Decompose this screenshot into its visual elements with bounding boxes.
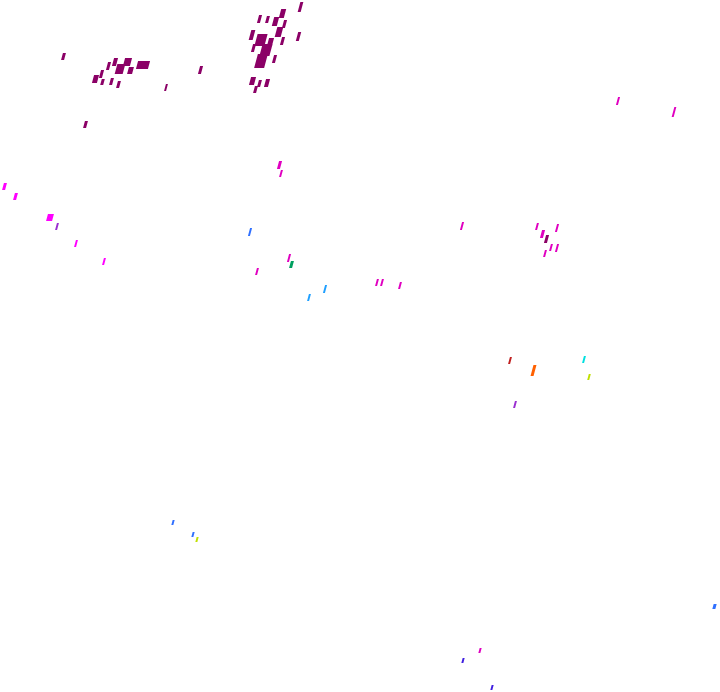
mark-cyan: [582, 356, 586, 363]
mark-magenta: [554, 244, 560, 252]
mark-dark-magenta: [543, 235, 550, 243]
mark-dark-magenta: [114, 64, 126, 74]
mark-dark-magenta: [248, 30, 256, 40]
mark-bright-magenta: [13, 193, 18, 200]
mark-blue: [191, 532, 195, 537]
mark-magenta: [286, 254, 292, 262]
mark-magenta: [615, 97, 621, 105]
mark-dark-magenta: [254, 54, 268, 68]
mark-sky-blue: [322, 285, 328, 293]
mark-indigo: [490, 685, 494, 690]
mark-dark-magenta: [98, 70, 105, 78]
mark-dark-magenta: [278, 9, 287, 18]
mark-magenta: [459, 222, 465, 230]
mark-red: [508, 357, 512, 364]
mark-bright-magenta: [102, 258, 106, 265]
mark-magenta: [539, 230, 546, 238]
mark-dark-magenta: [116, 81, 121, 88]
mark-indigo: [461, 658, 465, 663]
mark-magenta: [255, 268, 259, 275]
mark-dark-magenta: [61, 53, 66, 60]
mark-dark-magenta: [297, 2, 304, 12]
mark-dark-magenta: [91, 75, 100, 83]
mark-bright-magenta: [74, 240, 78, 247]
mark-magenta: [535, 223, 539, 230]
mark-magenta: [554, 224, 560, 232]
mark-magenta: [671, 107, 677, 117]
mark-dark-magenta: [256, 15, 263, 23]
mark-dark-magenta: [253, 86, 258, 93]
mark-orange: [530, 365, 537, 376]
mark-dark-magenta: [259, 44, 273, 56]
mark-dark-magenta: [105, 62, 112, 70]
mark-magenta: [543, 250, 547, 257]
mark-dark-magenta: [100, 79, 105, 85]
mark-magenta: [398, 282, 402, 289]
mark-dark-magenta: [250, 44, 257, 52]
mark-bright-magenta: [46, 214, 54, 221]
mark-dark-magenta: [266, 38, 275, 46]
mark-magenta: [279, 170, 283, 177]
mark-blue: [247, 228, 253, 236]
mark-dark-magenta: [281, 20, 288, 28]
mark-yellow-green: [587, 374, 591, 380]
mark-dark-magenta: [274, 27, 284, 37]
mark-blue: [171, 520, 175, 525]
mark-magenta: [549, 244, 553, 251]
mark-dark-magenta: [122, 58, 133, 66]
mark-dark-magenta: [265, 16, 270, 23]
mark-magenta: [380, 279, 384, 286]
mark-dark-magenta: [295, 32, 302, 41]
mark-dark-magenta: [135, 61, 151, 69]
mark-bright-magenta: [2, 183, 7, 190]
mark-dark-magenta: [254, 34, 268, 46]
mark-magenta: [276, 161, 283, 169]
mark-purple: [55, 223, 59, 230]
mark-purple: [513, 401, 517, 408]
mark-magenta: [375, 279, 379, 286]
mark-dark-magenta: [127, 67, 134, 74]
mark-sky-blue: [307, 294, 311, 301]
mark-dark-magenta: [263, 79, 271, 87]
mark-yellow-green: [195, 537, 199, 542]
mark-dark-magenta: [111, 58, 119, 66]
mark-dark-magenta: [109, 78, 114, 85]
mark-dark-magenta: [271, 55, 278, 63]
mark-dark-magenta: [271, 17, 280, 26]
mark-green: [289, 261, 294, 268]
mark-dark-magenta: [279, 37, 286, 45]
mark-blue: [712, 604, 717, 609]
mark-dark-magenta: [164, 84, 168, 91]
mark-dark-magenta: [83, 121, 88, 128]
mark-dark-magenta: [248, 77, 257, 85]
mark-dark-magenta: [257, 80, 262, 87]
mark-dark-magenta: [197, 66, 204, 74]
mark-magenta: [478, 648, 482, 653]
